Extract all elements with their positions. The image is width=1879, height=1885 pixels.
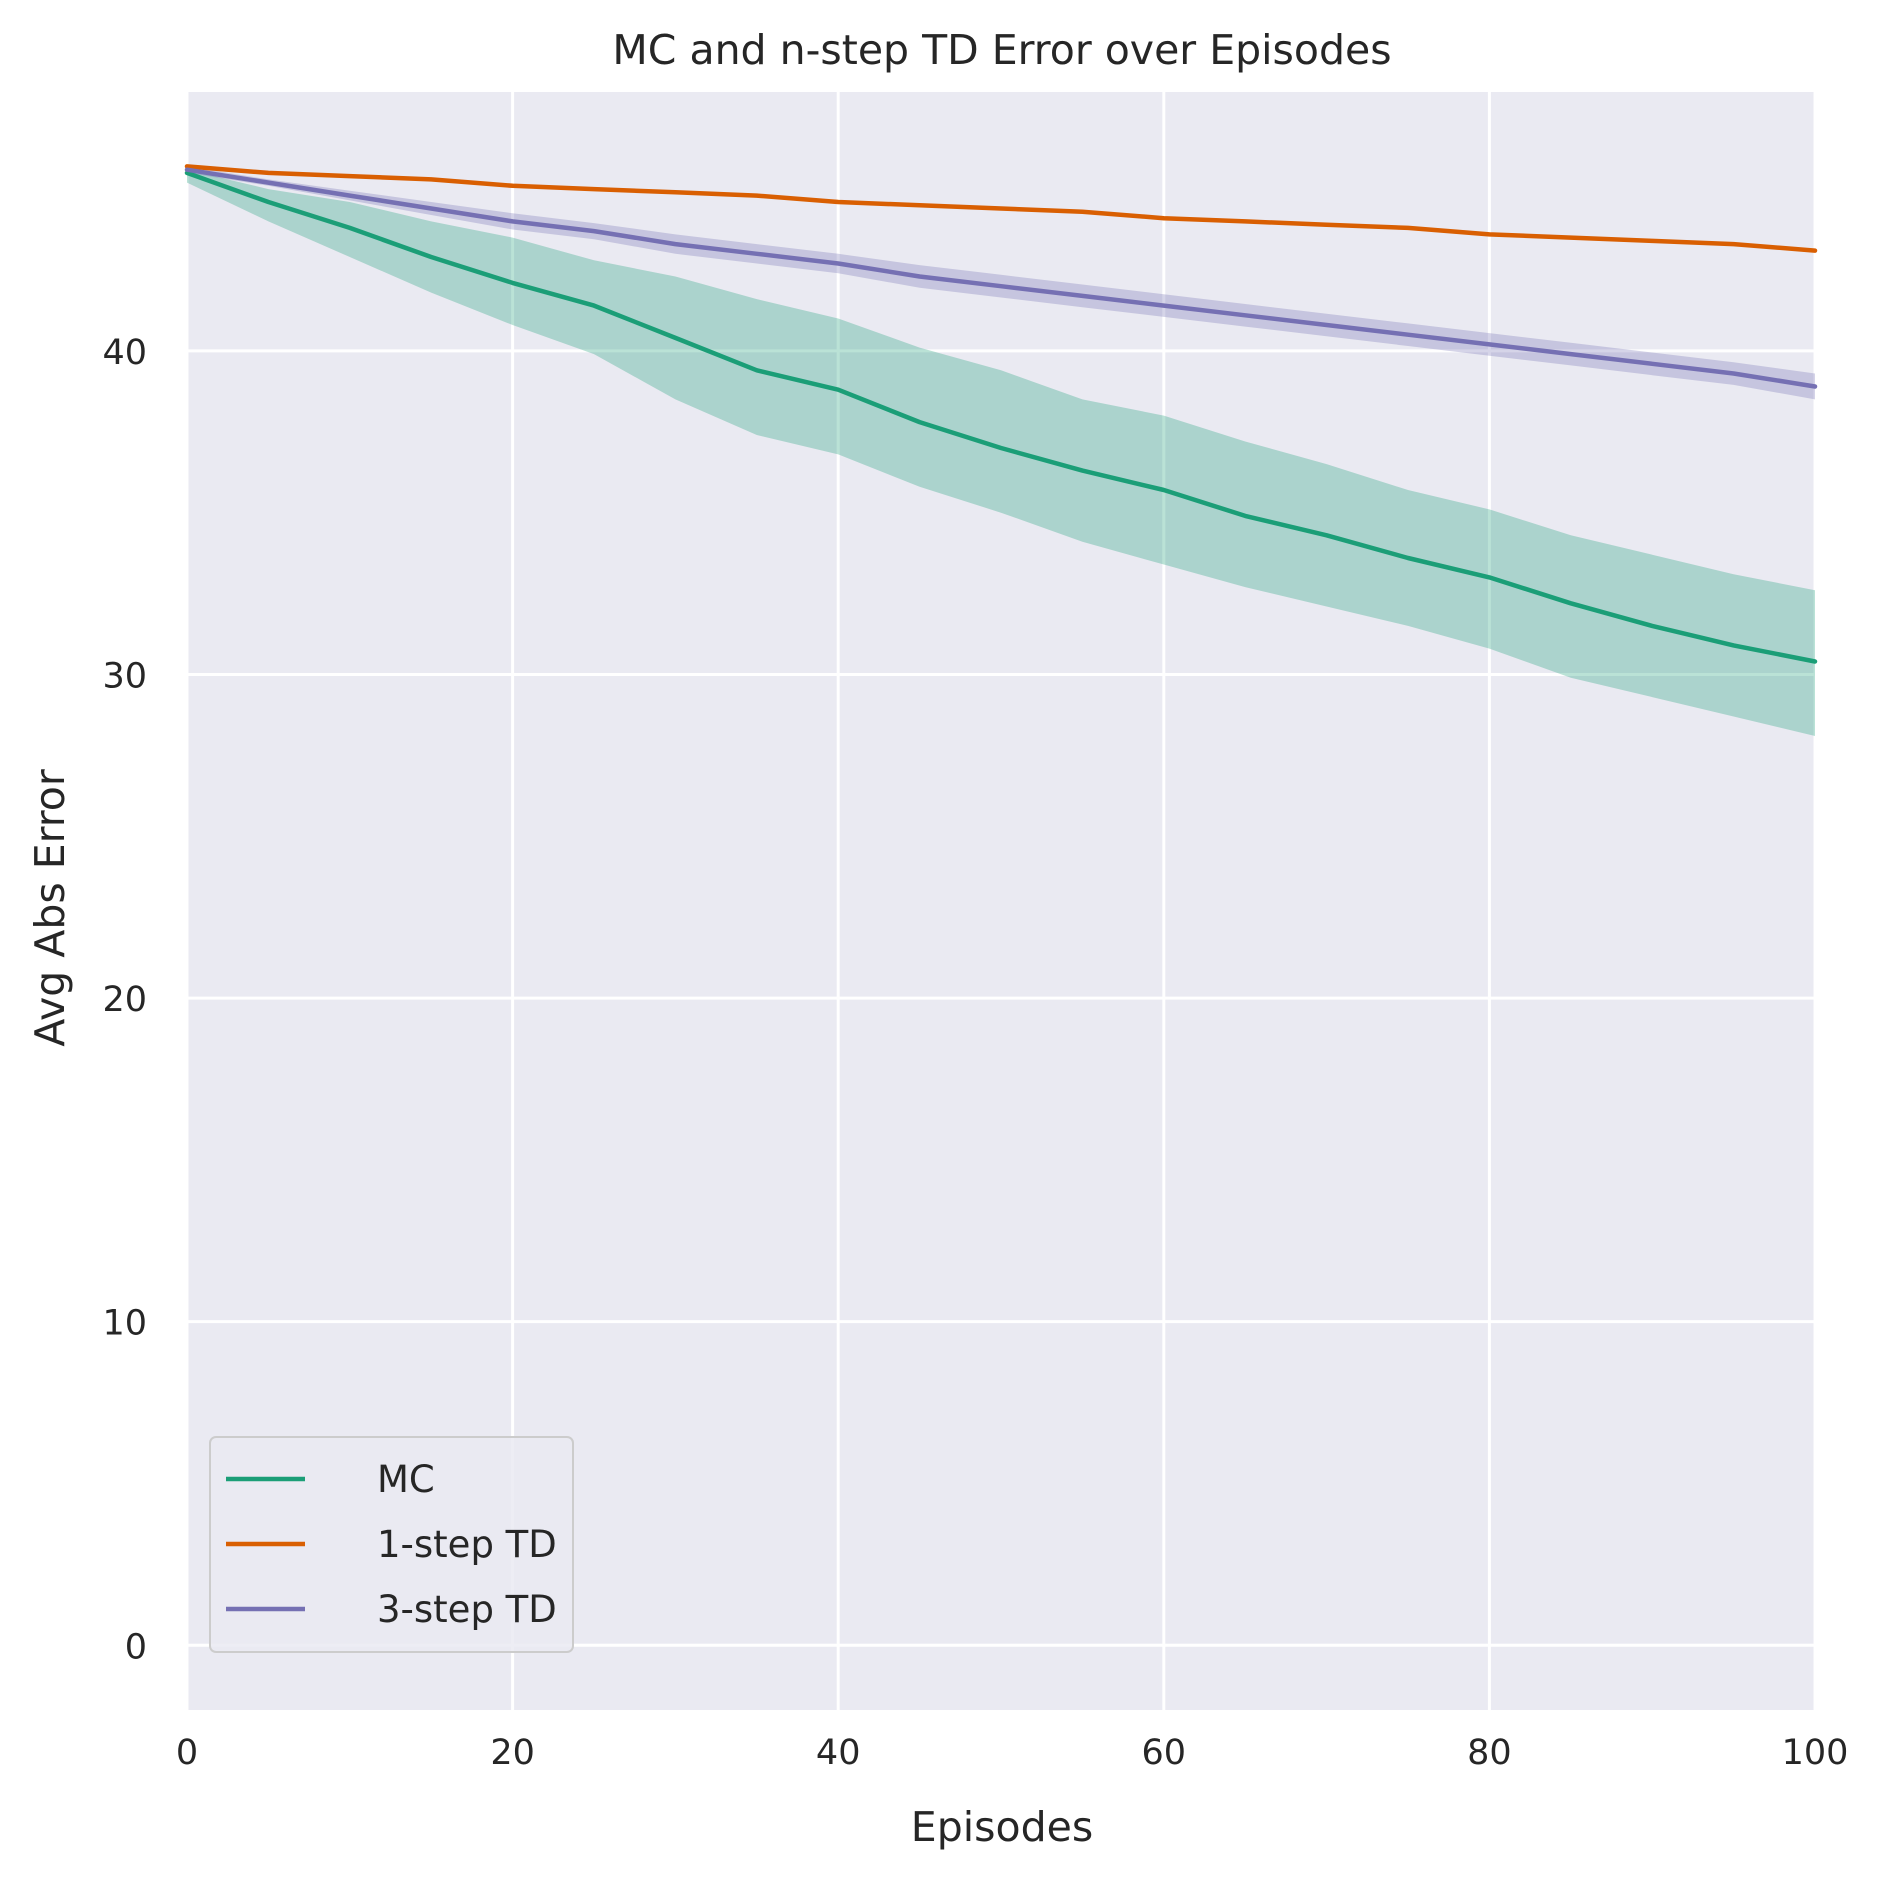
y-tick-label: 20 bbox=[102, 980, 147, 1020]
chart-title: MC and n-step TD Error over Episodes bbox=[612, 26, 1391, 74]
x-axis-label: Episodes bbox=[911, 1803, 1093, 1851]
legend-label-3-step-td: 3-step TD bbox=[377, 1588, 557, 1631]
y-tick-label: 40 bbox=[102, 333, 147, 373]
y-axis-label: Avg Abs Error bbox=[26, 769, 74, 1047]
legend-label-1-step-td: 1-step TD bbox=[377, 1523, 557, 1566]
y-tick-label: 10 bbox=[102, 1304, 147, 1344]
grid-lines bbox=[185, 92, 1817, 1710]
y-tick-label: 0 bbox=[125, 1627, 147, 1667]
y-tick-label: 30 bbox=[102, 656, 147, 696]
band-3-step-td bbox=[187, 166, 1815, 400]
band-mc bbox=[187, 169, 1815, 736]
x-tick-label: 80 bbox=[1467, 1733, 1512, 1773]
line-mc bbox=[184, 170, 1818, 664]
line-1-step-td bbox=[184, 164, 1818, 253]
line-3-step-td bbox=[184, 167, 1818, 389]
x-tick-label: 100 bbox=[1782, 1733, 1849, 1773]
x-tick-label: 40 bbox=[816, 1733, 861, 1773]
tick-labels: 0 20 40 60 80 100 0 10 20 30 40 bbox=[102, 333, 1848, 1773]
x-tick-label: 0 bbox=[176, 1733, 198, 1773]
x-tick-label: 60 bbox=[1142, 1733, 1187, 1773]
legend-box bbox=[209, 1436, 574, 1653]
x-tick-label: 20 bbox=[490, 1733, 535, 1773]
legend: MC 1-step TD 3-step TD bbox=[209, 1436, 574, 1653]
legend-label-mc: MC bbox=[377, 1458, 435, 1501]
series-lines bbox=[184, 164, 1818, 664]
